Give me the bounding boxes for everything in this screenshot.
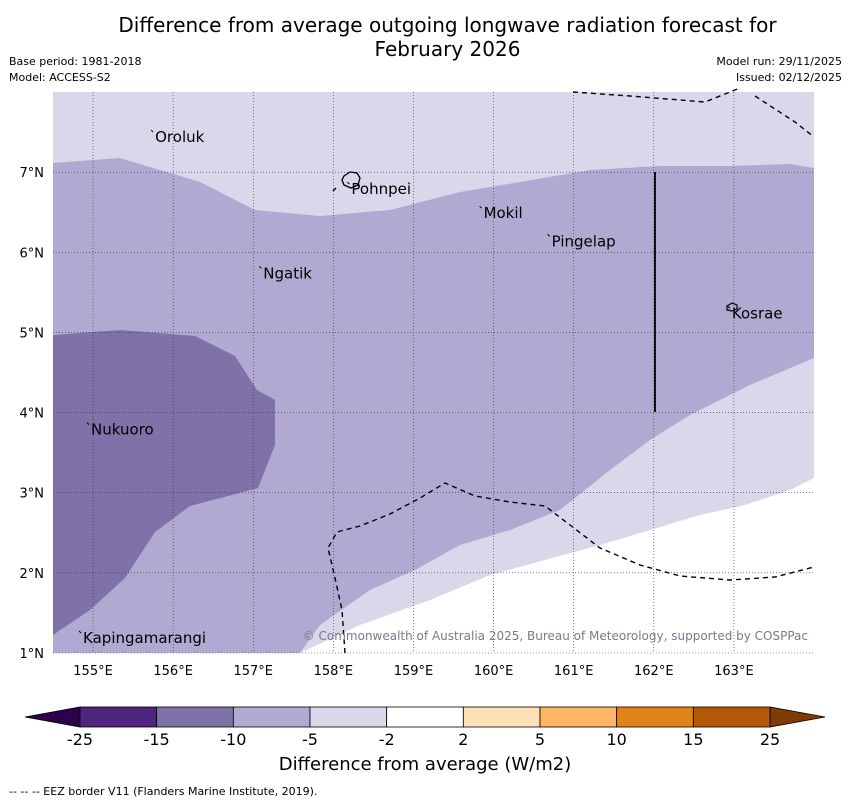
lat-tick-label: 4°N bbox=[20, 407, 45, 422]
eez-borders bbox=[327, 87, 815, 654]
colorbar-tick-label: -10 bbox=[220, 730, 246, 749]
colorbar-over-arrow bbox=[769, 706, 826, 728]
place-marker bbox=[150, 129, 154, 133]
colorbar-segment bbox=[232, 706, 311, 728]
chart-title: Difference from average outgoing longwav… bbox=[0, 13, 850, 61]
gridlines bbox=[53, 92, 814, 654]
colorbar-segment bbox=[309, 706, 388, 728]
place-label: Ngatik bbox=[263, 264, 312, 282]
longitude-ticks: 155°E 156°E 157°E 158°E 159°E 160°E 161°E 162°E… bbox=[73, 664, 753, 679]
region-below-10 bbox=[53, 330, 275, 635]
place-labels: Oroluk Pohnpei Ngatik Mokil Pingelap Kosrae Nu… bbox=[78, 128, 783, 647]
colorbar-segment bbox=[692, 706, 771, 728]
colorbar-under-arrow bbox=[24, 706, 81, 728]
meta-left: Base period: 1981-2018 Model: ACCESS-S2 bbox=[9, 54, 141, 86]
lon-tick-label: 162°E bbox=[634, 664, 674, 679]
lon-tick-label: 158°E bbox=[314, 664, 354, 679]
place-label: Mokil bbox=[484, 204, 523, 222]
region-neutral bbox=[300, 478, 814, 653]
place-label: Kosrae bbox=[732, 304, 783, 322]
lon-tick-label: 157°E bbox=[233, 664, 273, 679]
place-marker bbox=[479, 205, 482, 209]
colorbar-tick-label: -5 bbox=[302, 730, 318, 749]
model-run: Model run: 29/11/2025 bbox=[716, 55, 842, 68]
colorbar-axis-title: Difference from average (W/m2) bbox=[278, 754, 572, 775]
pohnpei-island-icon bbox=[341, 171, 361, 189]
colorbar-segment bbox=[539, 706, 618, 728]
colorbar-segment bbox=[386, 706, 464, 728]
lat-tick-label: 7°N bbox=[20, 166, 45, 181]
place-label: Kapingamarangi bbox=[83, 629, 206, 647]
place-marker bbox=[347, 181, 350, 185]
place-marker bbox=[727, 306, 731, 309]
place-marker bbox=[547, 233, 551, 237]
place-marker bbox=[258, 265, 262, 269]
lat-tick-label: 5°N bbox=[20, 326, 45, 341]
eez-border-north bbox=[572, 87, 741, 103]
place-label: Pingelap bbox=[552, 232, 616, 250]
copyright-notice: © Commonwealth of Australia 2025, Bureau… bbox=[303, 629, 808, 643]
place-label: Oroluk bbox=[155, 128, 204, 146]
lon-tick-label: 161°E bbox=[554, 664, 594, 679]
title-line-1: Difference from average outgoing longwav… bbox=[118, 13, 777, 37]
lon-tick-label: 155°E bbox=[73, 664, 113, 679]
colorbar-segment bbox=[156, 706, 234, 728]
title-line-2: February 2026 bbox=[374, 37, 521, 61]
place-marker bbox=[86, 422, 90, 425]
lat-tick-label: 6°N bbox=[20, 246, 45, 261]
meta-right: Model run: 29/11/2025 Issued: 02/12/2025 bbox=[716, 54, 842, 86]
colorbar-segment bbox=[79, 706, 158, 728]
model-name: Model: ACCESS-S2 bbox=[9, 71, 111, 84]
colorbar-tick-label: 25 bbox=[760, 730, 780, 749]
lon-tick-label: 160°E bbox=[474, 664, 514, 679]
colorbar-tick-label: 5 bbox=[535, 730, 545, 749]
place-label: Pohnpei bbox=[351, 180, 411, 198]
lon-tick-label: 159°E bbox=[394, 664, 434, 679]
colorbar-segment bbox=[616, 706, 694, 728]
footnote: -- -- -- EEZ border V11 (Flanders Marine… bbox=[9, 785, 318, 798]
lon-tick-label: 163°E bbox=[714, 664, 754, 679]
region-below-5 bbox=[53, 158, 814, 653]
issued-date: Issued: 02/12/2025 bbox=[735, 71, 842, 84]
latitude-ticks: 1°N 2°N 3°N 4°N 5°N 6°N 7°N bbox=[20, 166, 45, 662]
eez-border-northeast bbox=[754, 95, 815, 138]
colorbar-tick-label: -2 bbox=[379, 730, 395, 749]
lon-tick-label: 156°E bbox=[153, 664, 193, 679]
base-period: Base period: 1981-2018 bbox=[9, 55, 142, 68]
colorbar-tick-label: -25 bbox=[67, 730, 93, 749]
place-marker bbox=[78, 630, 82, 634]
colorbar-tick-label: 10 bbox=[606, 730, 626, 749]
colorbar: -25 -15 -10 -5 -2 2 5 10 15 25 bbox=[24, 706, 826, 749]
lat-tick-label: 3°N bbox=[20, 487, 45, 502]
colorbar-segment bbox=[462, 706, 541, 728]
eez-border-pohnpei-mark bbox=[332, 187, 337, 192]
kosrae-island-icon bbox=[726, 302, 738, 312]
place-label: Nukuoro bbox=[91, 421, 154, 439]
colorbar-tick-label: 2 bbox=[458, 730, 468, 749]
lat-tick-label: 2°N bbox=[20, 567, 45, 582]
lat-tick-label: 1°N bbox=[20, 647, 45, 662]
colorbar-tick-label: 15 bbox=[683, 730, 703, 749]
colorbar-tick-label: -15 bbox=[144, 730, 170, 749]
